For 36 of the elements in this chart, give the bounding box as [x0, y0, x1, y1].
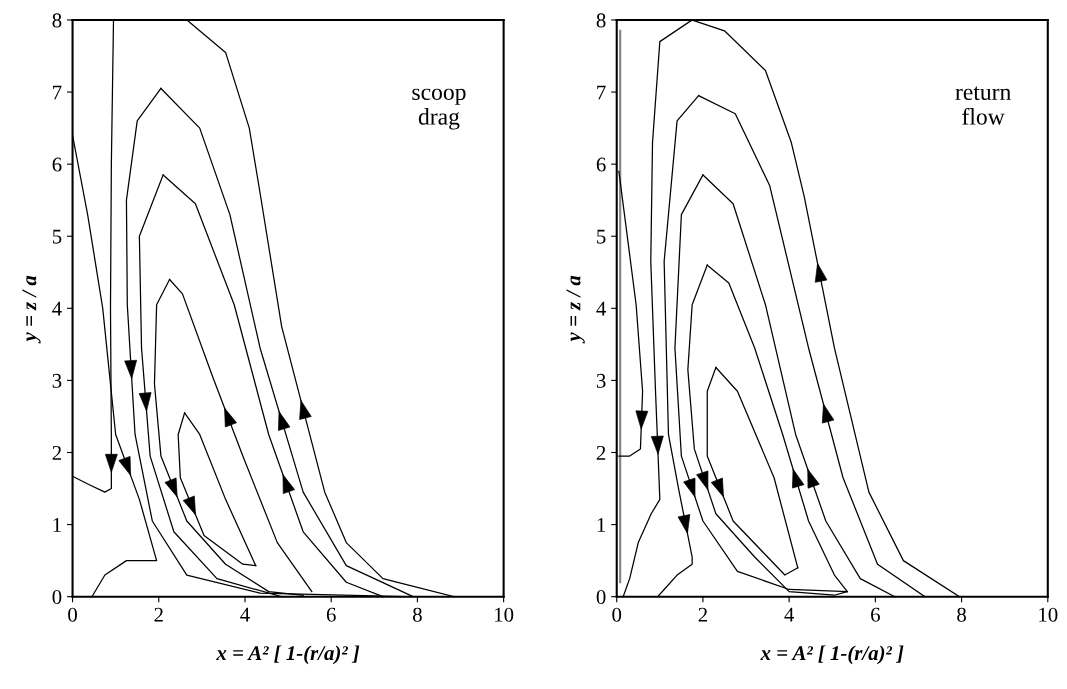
annotation: scoop drag: [412, 88, 466, 130]
y-tick-label: 0: [52, 590, 62, 605]
y-tick-label: 3: [596, 373, 606, 388]
x-tick-label: 10: [1039, 607, 1058, 622]
x-tick-label: 10: [495, 607, 514, 622]
y-tick-label: 2: [596, 445, 606, 460]
x-tick-label: 2: [154, 607, 163, 622]
y-tick-label: 7: [597, 85, 606, 100]
y-tick-label: 6: [596, 157, 606, 172]
x-tick-label: 8: [957, 607, 966, 622]
y-axis-title: y = z / a: [22, 275, 41, 344]
y-tick-label: 3: [52, 373, 62, 388]
x-tick-label: 8: [413, 607, 422, 622]
x-axis-title: x = A² [ 1-(r/a)² ]: [216, 645, 360, 665]
y-tick-label: 8: [52, 13, 62, 28]
x-axis-title: x = A² [ 1-(r/a)² ]: [760, 645, 904, 665]
x-tick-label: 6: [871, 607, 880, 622]
x-tick-label: 0: [68, 607, 77, 622]
x-tick-label: 0: [612, 607, 622, 622]
y-tick-label: 0: [596, 590, 606, 605]
y-tick-label: 1: [597, 518, 606, 532]
y-tick-label: 4: [52, 301, 62, 316]
y-axis-title: y = z / a: [566, 275, 585, 344]
y-tick-label: 2: [52, 445, 61, 460]
x-tick-label: 2: [698, 607, 707, 622]
y-tick-label: 5: [52, 229, 62, 244]
y-tick-label: 6: [52, 157, 62, 172]
y-tick-label: 4: [596, 301, 606, 316]
x-tick-label: 4: [240, 607, 250, 622]
annotation: return flow: [955, 86, 1011, 125]
y-tick-label: 5: [597, 229, 606, 244]
y-tick-label: 1: [53, 518, 61, 532]
y-tick-label: 8: [596, 13, 606, 28]
x-tick-label: 4: [784, 607, 795, 622]
y-tick-label: 7: [53, 85, 62, 100]
x-tick-label: 6: [326, 607, 336, 622]
